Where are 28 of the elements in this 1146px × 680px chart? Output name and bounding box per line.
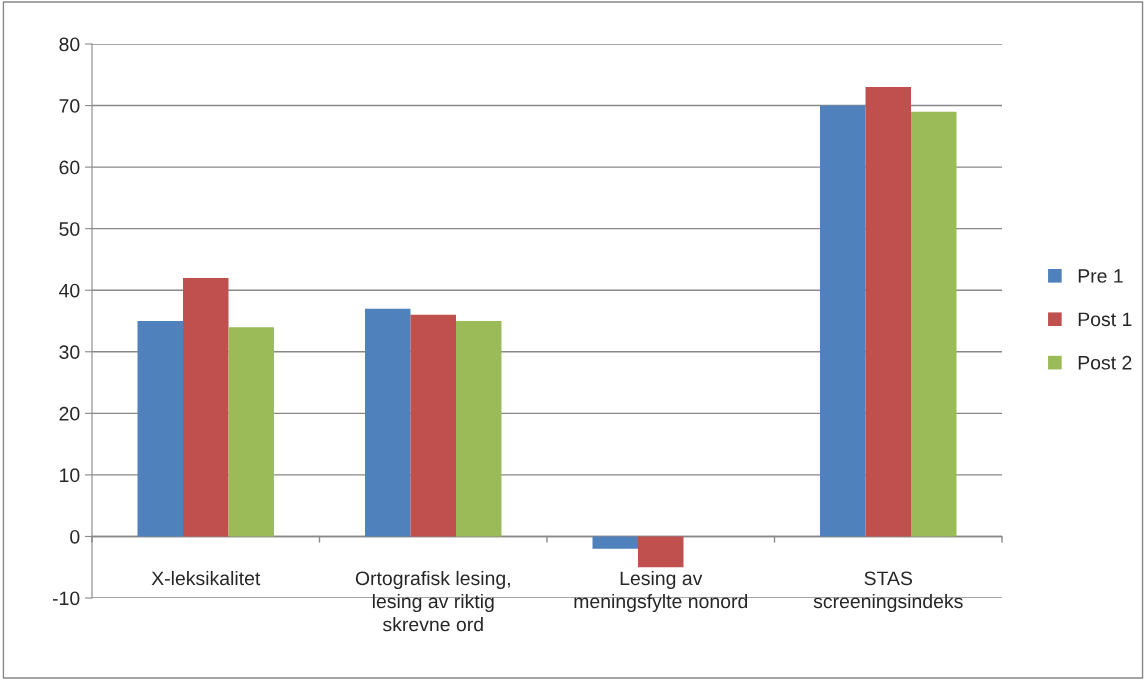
- bar: [410, 314, 456, 537]
- y-tick-label: 30: [59, 345, 80, 360]
- y-tick-label: 70: [59, 99, 80, 113]
- y-tick-label: 20: [59, 406, 80, 421]
- y-tick-label: 60: [59, 160, 80, 175]
- bar: [183, 277, 229, 537]
- bar: [228, 327, 274, 537]
- x-tick-label: STAS screeningsindeks: [813, 571, 963, 613]
- bar: [638, 536, 684, 568]
- bar: [592, 536, 638, 549]
- legend-label: Post 1: [1078, 312, 1132, 327]
- y-tick-label: 80: [59, 37, 80, 52]
- y-tick-label: 0: [70, 529, 80, 544]
- bar: [365, 308, 411, 537]
- bar: [865, 87, 911, 537]
- x-tick-label: Ortografisk lesing, lesing av riktig skrevne ord: [355, 570, 510, 632]
- y-tick-label: -10: [52, 591, 80, 606]
- y-tick-label: 10: [60, 468, 80, 483]
- bar: [456, 321, 502, 537]
- legend-label: Post 2: [1078, 355, 1132, 370]
- bar: [911, 111, 957, 537]
- x-tick-label: X-leksikalitet: [151, 570, 261, 586]
- bar: [137, 321, 183, 537]
- legend-label: Pre 1: [1078, 269, 1123, 283]
- x-tick-label: Lesing av meningsfylte nonord: [574, 570, 748, 613]
- y-tick-label: 50: [59, 222, 80, 236]
- y-tick-label: 40: [59, 283, 80, 298]
- bar: [820, 105, 866, 537]
